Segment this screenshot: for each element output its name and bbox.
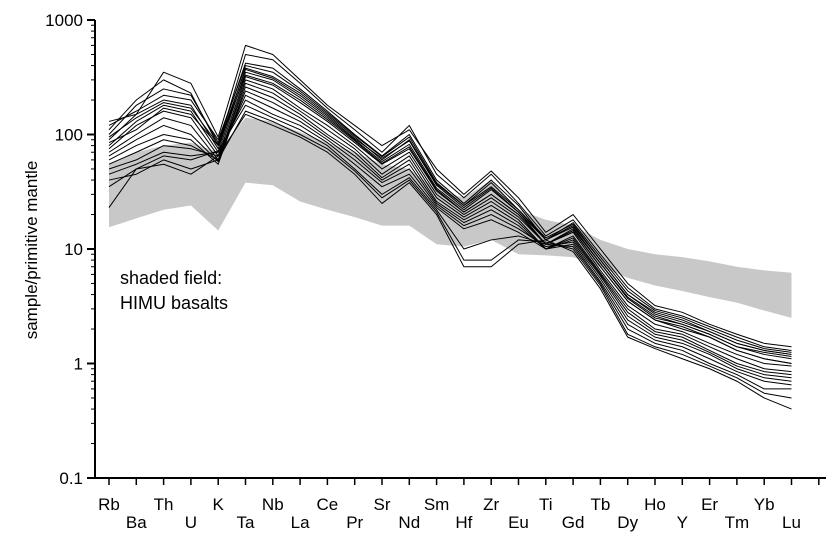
y-tick-label: 1000: [45, 11, 83, 30]
annotation-line-1: shaded field:: [120, 268, 222, 288]
series-line-13: [108, 104, 792, 390]
x-tick-label: Yb: [754, 495, 775, 514]
series-line-1: [108, 44, 792, 348]
x-tick-label: Ho: [644, 495, 666, 514]
series-line-3: [108, 62, 792, 353]
x-tick-label: Hf: [455, 513, 472, 532]
x-tick-label: Tb: [590, 495, 610, 514]
x-tick-label: Ti: [539, 495, 553, 514]
y-tick-label: 10: [64, 240, 83, 259]
y-tick-label: 100: [55, 126, 83, 145]
x-tick-label: Y: [677, 513, 688, 532]
x-tick-label: Eu: [508, 513, 529, 532]
x-tick-label: Ta: [237, 513, 256, 532]
series-layer: [108, 44, 792, 410]
x-tick-label: U: [185, 513, 197, 532]
x-tick-label: La: [291, 513, 310, 532]
x-tick-label: Zr: [483, 495, 499, 514]
series-line-18: [108, 65, 792, 355]
x-tick-label: Sm: [424, 495, 450, 514]
series-line-4: [108, 67, 792, 355]
x-tick-label: Lu: [782, 513, 801, 532]
x-tick-label: Th: [154, 495, 174, 514]
x-tick-label: Pr: [346, 513, 363, 532]
x-tick-label: Nb: [262, 495, 284, 514]
x-tick-label: Gd: [562, 513, 585, 532]
series-line-14: [108, 110, 792, 399]
x-tick-label: Ce: [317, 495, 339, 514]
x-tick-label: Rb: [98, 495, 120, 514]
x-tick-label: Sr: [374, 495, 391, 514]
annotation-line-2: HIMU basalts: [120, 293, 228, 313]
series-line-11: [108, 94, 792, 382]
series-line-15: [108, 113, 792, 410]
x-tick-label: Nd: [398, 513, 420, 532]
series-line-17: [108, 68, 792, 358]
y-tick-label: 0.1: [59, 469, 83, 488]
x-tick-label: Ba: [126, 513, 147, 532]
x-tick-label: Dy: [617, 513, 638, 532]
y-tick-label: 1: [74, 355, 83, 374]
y-axis-label: sample/primitive mantle: [22, 161, 41, 340]
series-line-16: [108, 74, 792, 364]
x-tick-label: Er: [701, 495, 718, 514]
x-tick-label: K: [213, 495, 225, 514]
x-tick-label: Tm: [725, 513, 750, 532]
